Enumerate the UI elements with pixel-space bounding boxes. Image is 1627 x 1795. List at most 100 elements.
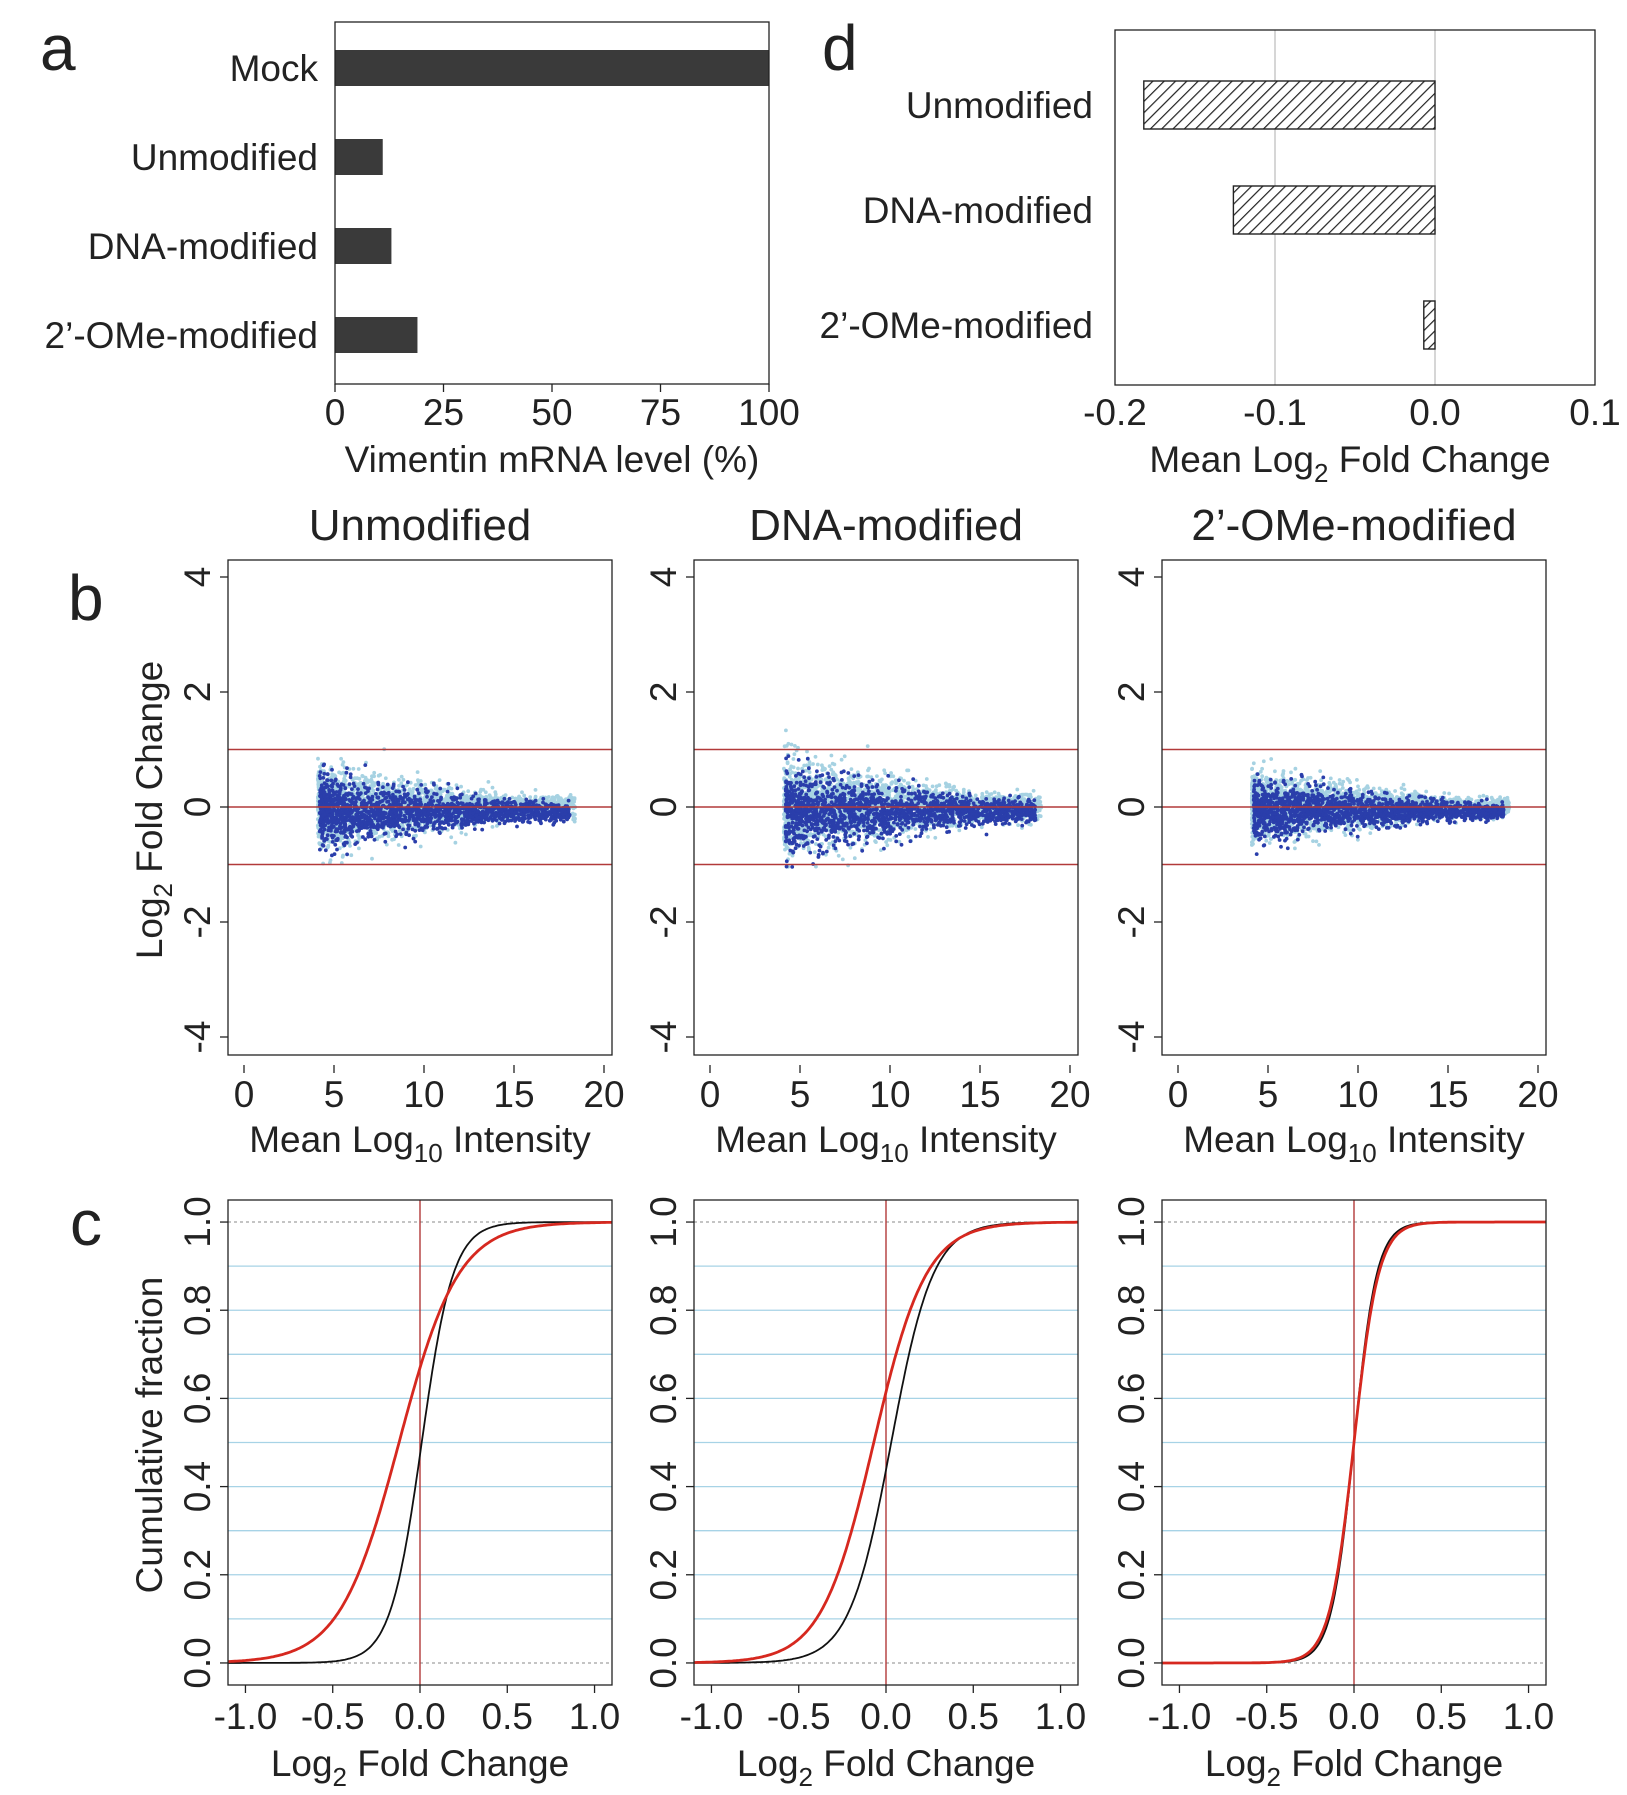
scatter-point <box>322 790 327 795</box>
scatter-point <box>522 809 526 813</box>
scatter-point <box>526 820 530 824</box>
scatter-point <box>377 815 381 820</box>
scatter-point <box>450 797 455 802</box>
scatter-point <box>331 798 336 803</box>
scatter-point <box>451 811 455 816</box>
scatter-point <box>513 819 517 823</box>
scatter-point <box>329 778 334 783</box>
scatter-point <box>347 782 352 786</box>
scatter-point <box>396 843 401 847</box>
scatter-point <box>381 823 386 828</box>
scatter-point <box>402 792 407 797</box>
scatter-point <box>332 852 337 856</box>
category-label: Unmodified <box>906 85 1093 126</box>
scatter-point <box>370 774 375 778</box>
scatter-point <box>349 853 354 858</box>
scatter-point <box>343 786 348 791</box>
scatter-point <box>445 789 450 794</box>
scatter-point <box>363 763 368 767</box>
scatter-point <box>357 814 362 819</box>
panel-a-label: a <box>40 12 76 84</box>
scatter-point <box>363 791 368 795</box>
bar-unmodified <box>335 139 383 175</box>
scatter-point <box>482 811 486 816</box>
scatter-point <box>375 819 380 823</box>
scatter-point <box>351 824 356 829</box>
scatter-point <box>393 795 398 799</box>
scatter-point <box>491 813 495 818</box>
scatter-point <box>351 781 356 786</box>
scatter-point <box>334 790 339 794</box>
scatter-point <box>567 813 572 818</box>
x-tick-label: 25 <box>423 392 464 433</box>
panel-a-frame <box>334 21 770 385</box>
scatter-point <box>342 830 347 834</box>
scatter-point <box>332 773 337 777</box>
scatter-point <box>815 762 820 767</box>
bar-dna-modified <box>1232 185 1436 235</box>
scatter-point <box>445 801 450 806</box>
scatter-point <box>399 796 404 801</box>
category-label: 2’-OMe-modified <box>820 305 1093 346</box>
category-label: 2’-OMe-modified <box>45 315 318 356</box>
scatter-point <box>328 858 333 862</box>
scatter-point <box>439 797 443 802</box>
scatter-point <box>547 810 552 815</box>
scatter-point <box>438 820 443 825</box>
scatter-point <box>400 823 405 828</box>
scatter-point <box>317 841 322 846</box>
scatter-point <box>376 773 381 778</box>
scatter-point <box>502 796 507 801</box>
scatter-point <box>384 811 388 816</box>
scatter-point <box>524 797 529 802</box>
scatter-point <box>446 819 451 823</box>
scatter-point <box>419 783 424 787</box>
scatter-point <box>348 827 352 832</box>
scatter-point <box>533 794 538 799</box>
scatter-point <box>355 791 360 796</box>
x-tick-label: 20 <box>583 1074 624 1115</box>
scatter-point <box>328 827 332 832</box>
scatter-point <box>354 813 359 818</box>
scatter-point <box>502 821 507 826</box>
scatter-point <box>464 794 469 799</box>
scatter-point <box>478 789 483 794</box>
panel-d-x-ticks: -0.2 -0.1 0.0 0.1 <box>1083 392 1621 433</box>
scatter-point <box>438 786 443 791</box>
scatter-point <box>454 797 459 801</box>
scatter-point <box>353 842 358 846</box>
y-tick-label: 2 <box>177 682 218 703</box>
scatter-point <box>318 818 323 823</box>
scatter-point <box>551 822 556 827</box>
scatter-point <box>419 802 424 807</box>
scatter-point <box>384 842 389 847</box>
scatter-point <box>458 793 463 797</box>
scatter-point <box>407 808 412 813</box>
scatter-point <box>367 815 371 820</box>
scatter-point <box>338 826 343 831</box>
scatter-point <box>538 819 543 824</box>
scatter-point <box>403 845 408 850</box>
scatter-point <box>489 808 493 813</box>
category-label: Unmodified <box>131 137 318 178</box>
scatter-point <box>429 816 434 821</box>
scatter-point <box>325 798 329 802</box>
x-tick-label: 5 <box>324 1074 345 1115</box>
scatter-point <box>383 820 388 824</box>
scatter-point <box>543 810 547 815</box>
scatter-point <box>318 764 322 769</box>
scatter-point <box>318 794 323 799</box>
scatter-point <box>333 842 338 847</box>
scatter-point <box>455 800 460 805</box>
scatter-point <box>326 802 330 807</box>
scatter-point <box>329 783 334 788</box>
scatter-point <box>437 830 442 835</box>
scatter-point <box>318 790 323 795</box>
scatter-point <box>555 794 560 798</box>
scatter-point <box>318 847 322 852</box>
scatter-point <box>323 848 328 853</box>
scatter-point <box>431 781 436 786</box>
scatter-point <box>484 814 489 819</box>
scatter-point <box>401 777 406 782</box>
scatter-point <box>515 824 519 829</box>
